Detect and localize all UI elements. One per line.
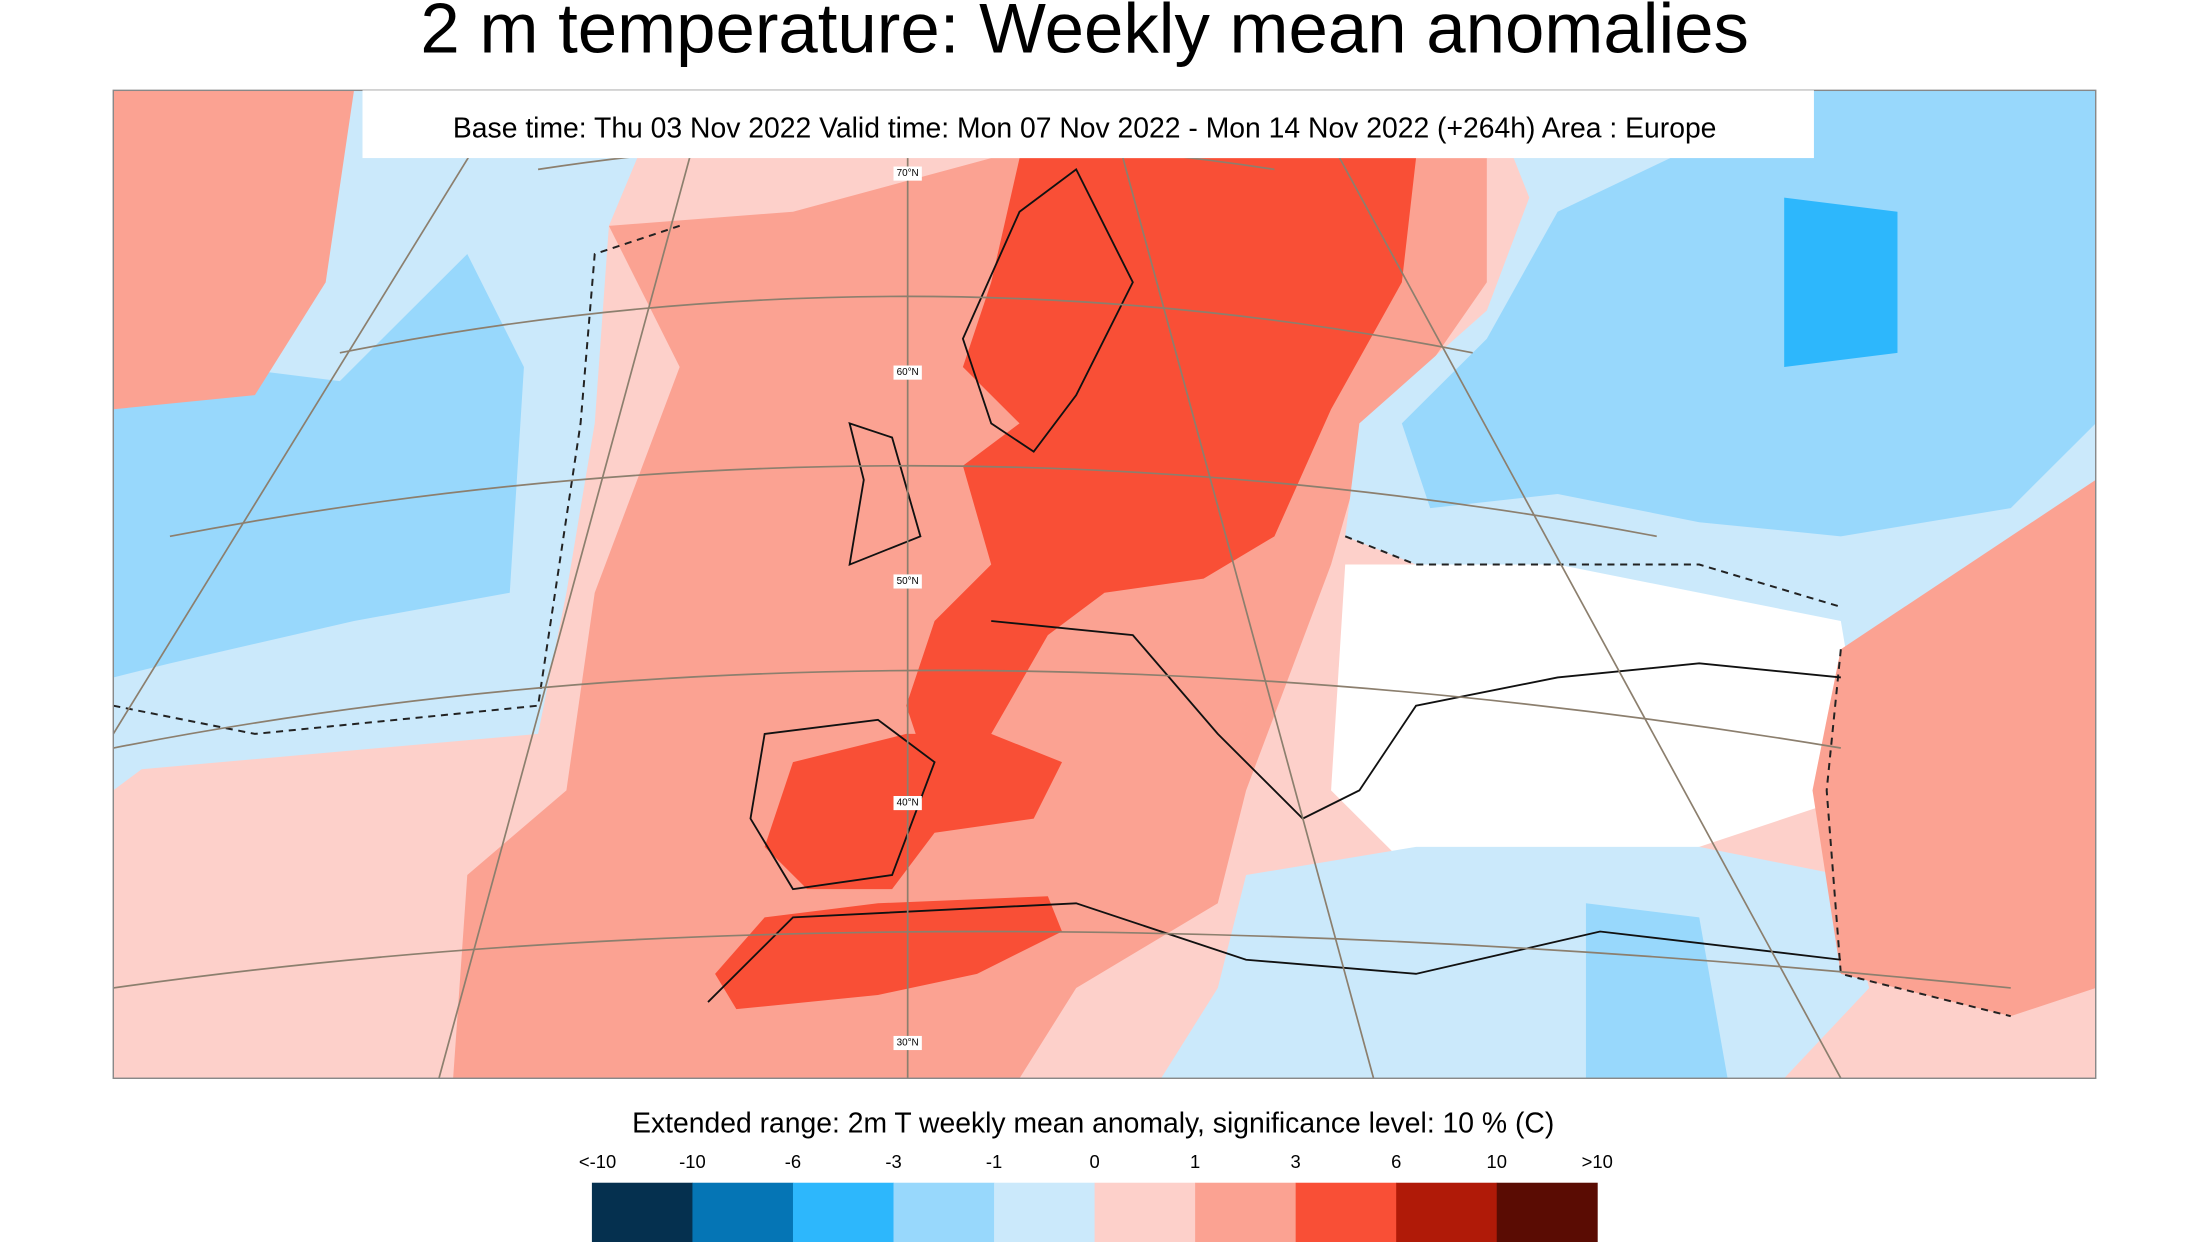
colorbar-label: 10 xyxy=(1487,1151,1507,1172)
graticule xyxy=(339,295,1473,354)
graticule xyxy=(113,90,511,735)
colorbar-swatch xyxy=(1195,1182,1297,1242)
cold-area xyxy=(1585,903,1728,1079)
graticule xyxy=(438,90,709,1079)
graticule xyxy=(1103,90,1375,1079)
coastline xyxy=(749,718,936,891)
colorbar-label: -6 xyxy=(785,1151,801,1172)
coastline xyxy=(991,620,1841,820)
latitude-labels: 70°N 60°N 50°N 40°N 30°N xyxy=(893,166,922,1051)
lat-label-box xyxy=(893,1035,922,1051)
colorbar-label: >10 xyxy=(1582,1151,1613,1172)
subtitle-box xyxy=(362,90,1814,159)
cold-area xyxy=(1401,90,2096,537)
title: 2 m temperature: Weekly mean anomalies xyxy=(420,0,1749,67)
colorbar-label: -10 xyxy=(679,1151,706,1172)
colorbar-swatch xyxy=(591,1182,693,1242)
colorbar-label: 3 xyxy=(1291,1151,1301,1172)
subtitle: Base time: Thu 03 Nov 2022 Valid time: M… xyxy=(453,111,1717,143)
lat-label: 60°N xyxy=(897,367,919,378)
map: 70°N 60°N 50°N 40°N 30°N xyxy=(113,90,2096,1079)
lat-label: 70°N xyxy=(897,168,919,179)
colorbar-label: 6 xyxy=(1391,1151,1401,1172)
colorbar-swatch xyxy=(792,1182,894,1242)
colorbar-swatch xyxy=(893,1182,995,1242)
cold-area xyxy=(1161,846,1870,1079)
significance-contour xyxy=(1344,535,1842,608)
lat-label: 40°N xyxy=(897,798,919,809)
coastline xyxy=(848,422,922,567)
hot-area xyxy=(715,896,1063,1010)
significance-contour xyxy=(1825,649,2011,1018)
colorbar-swatch xyxy=(1094,1182,1196,1242)
lat-label: 30°N xyxy=(897,1038,919,1049)
hot-area xyxy=(764,733,1063,890)
colorbar-swatch xyxy=(994,1182,1096,1242)
colorbar-label: 0 xyxy=(1089,1151,1099,1172)
colorbar-swatch xyxy=(692,1182,794,1242)
colorbar-swatch xyxy=(1396,1182,1498,1242)
graticule xyxy=(169,464,1657,538)
colorbar: <-10 -10 -6 -3 -1 0 1 3 6 10 >10 xyxy=(579,1151,1613,1242)
coastline xyxy=(707,902,1841,1003)
graticule xyxy=(113,930,2011,989)
colorbar-label: -3 xyxy=(885,1151,901,1172)
graticule xyxy=(113,669,1841,749)
colorbar-swatch xyxy=(1295,1182,1397,1242)
lat-label: 50°N xyxy=(897,576,919,587)
lat-label-box xyxy=(893,796,922,811)
lat-label-box xyxy=(893,574,922,589)
colorbar-label: <-10 xyxy=(579,1151,616,1172)
significance-contour xyxy=(113,224,681,735)
graticule xyxy=(1301,90,1842,1079)
warm-area xyxy=(113,90,355,410)
lat-label-box xyxy=(893,365,922,380)
colorbar-label: 1 xyxy=(1190,1151,1200,1172)
legend-title: Extended range: 2m T weekly mean anomaly… xyxy=(632,1106,1554,1138)
warm-area xyxy=(1812,479,2096,1017)
cold-area xyxy=(113,254,524,678)
colorbar-swatch xyxy=(1496,1182,1598,1242)
neutral-area xyxy=(1331,564,1870,876)
coastline xyxy=(961,167,1134,453)
very-cold-area xyxy=(1784,197,1898,367)
lat-label-box xyxy=(893,166,922,181)
colorbar-label: -1 xyxy=(986,1151,1002,1172)
